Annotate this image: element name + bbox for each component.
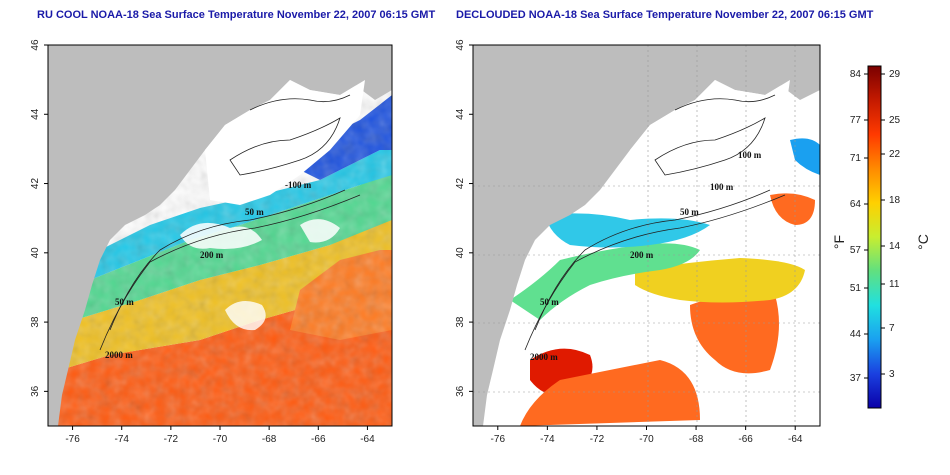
right-lon-tick-label: -74 [540,434,555,445]
colorbar-f-tick-label: 84 [850,69,862,80]
colorbar-c-tick-label: 29 [889,69,901,80]
left-contour-label: 2000 m [105,350,133,360]
colorbar-gradient [867,65,882,409]
left-lon-tick-label: -64 [360,434,375,445]
right-lat-tick-label: 42 [455,178,466,190]
right-contour-line [674,94,776,111]
right-lat-tick-label: 44 [455,108,466,120]
left-lon-tick-label: -72 [164,434,179,445]
left-lat-tick-label: 38 [30,316,41,328]
right-sst-green-band [510,243,700,320]
right-lat-tick-label: 40 [455,247,466,259]
right-sst-orange-patch [690,293,779,374]
left-lat-tick-label: 46 [30,39,41,51]
right-lon-tick-label: -72 [590,434,605,445]
left-contour-label: -100 m [285,180,312,190]
colorbar-f-tick-label: 51 [850,283,862,294]
right-land-mass [473,45,820,426]
left-lat-tick-label: 36 [30,385,41,397]
right-grid-lines [473,45,820,426]
colorbar-f-tick-label: 77 [850,115,862,126]
colorbar-f-tick-label: 57 [850,245,862,256]
left-lat-tick-label: 44 [30,108,41,120]
left-contour-label: 50 m [245,207,264,217]
left-lat-tick-label: 42 [30,178,41,190]
right-lon-tick-label: -70 [639,434,654,445]
left-lat-tick-label: 40 [30,247,41,259]
right-contour-label: 200 m [630,250,654,260]
left-cloud-patch [225,301,266,331]
left-cloud-patch [180,222,262,249]
right-sst-orange-patch [520,360,700,426]
right-sst-yellow-band [635,258,805,303]
right-sst-orange-patch [770,193,815,225]
fahrenheit-unit-label: °F [831,235,847,249]
left-contour-label: 50 m [115,297,134,307]
left-lon-tick-label: -70 [213,434,228,445]
left-lon-tick-label: -68 [262,434,277,445]
colorbar-c-tick-label: 18 [889,195,901,206]
left-cloud-patch [300,219,340,243]
right-sst-cyan-patch [790,138,820,175]
right-lat-tick-label: 36 [455,385,466,397]
left-lon-tick-label: -66 [311,434,326,445]
colorbar-c-tick-label: 7 [889,323,895,334]
left-land-mass [48,45,392,426]
colorbar-c-tick-label: 14 [889,241,901,252]
colorbar: 84 77 71 64 57 51 44 37 29 25 22 18 14 11 7 3 °F °C [831,65,931,409]
left-map: -100 m 50 m 200 m 50 m 2000 m -76 -74 -72-… [30,39,393,445]
left-map-title: RU COOL NOAA-18 Sea Surface Temperature … [37,9,436,21]
right-lat-tick-label: 38 [455,316,466,328]
right-axis-ticks: -76 -74 -72 -70 -68 -66 -64 46 44 42 40 38 36 [455,39,803,445]
colorbar-f-tick-label: 37 [850,373,862,384]
right-contour-label: 2000 m [530,352,558,362]
right-lon-tick-label: -66 [738,434,753,445]
right-contour-label: 50 m [680,207,699,217]
left-contour-line [249,94,351,111]
colorbar-c-tick-label: 3 [889,369,895,380]
left-contour-line [229,117,341,176]
left-contour-line [109,189,346,331]
right-contour-label: 100 m [738,150,762,160]
colorbar-f-tick-label: 64 [850,199,862,210]
left-axis-ticks: -76 -74 -72 -70 -68 -66 -64 46 44 42 40 38 36 [30,39,375,445]
right-contour-label: 50 m [540,297,559,307]
left-lon-tick-label: -76 [65,434,80,445]
right-lon-tick-label: -64 [788,434,803,445]
colorbar-c-tick-label: 11 [889,279,900,290]
right-lat-tick-label: 46 [455,39,466,51]
right-contour-label: 100 m [710,182,734,192]
left-lon-tick-label: -74 [114,434,129,445]
right-contour-line [654,117,766,176]
celsius-unit-label: °C [915,234,931,250]
right-map-title: DECLOUDED NOAA-18 Sea Surface Temperatur… [456,9,874,21]
right-contour-line [534,189,771,331]
right-lon-tick-label: -68 [689,434,704,445]
right-contour-line [524,194,786,351]
right-lon-tick-label: -76 [491,434,506,445]
left-contour-label: 200 m [200,250,224,260]
left-contour-line [99,194,361,351]
colorbar-c-tick-label: 25 [889,115,901,126]
colorbar-c-tick-label: 22 [889,149,901,160]
right-map: 100 m 100 m 50 m 200 m 50 m 2000 m -76 -7… [455,39,821,445]
colorbar-ticks: 84 77 71 64 57 51 44 37 29 25 22 18 14 11 7 3 [850,69,901,384]
colorbar-f-tick-label: 44 [850,329,862,340]
colorbar-f-tick-label: 71 [850,153,862,164]
